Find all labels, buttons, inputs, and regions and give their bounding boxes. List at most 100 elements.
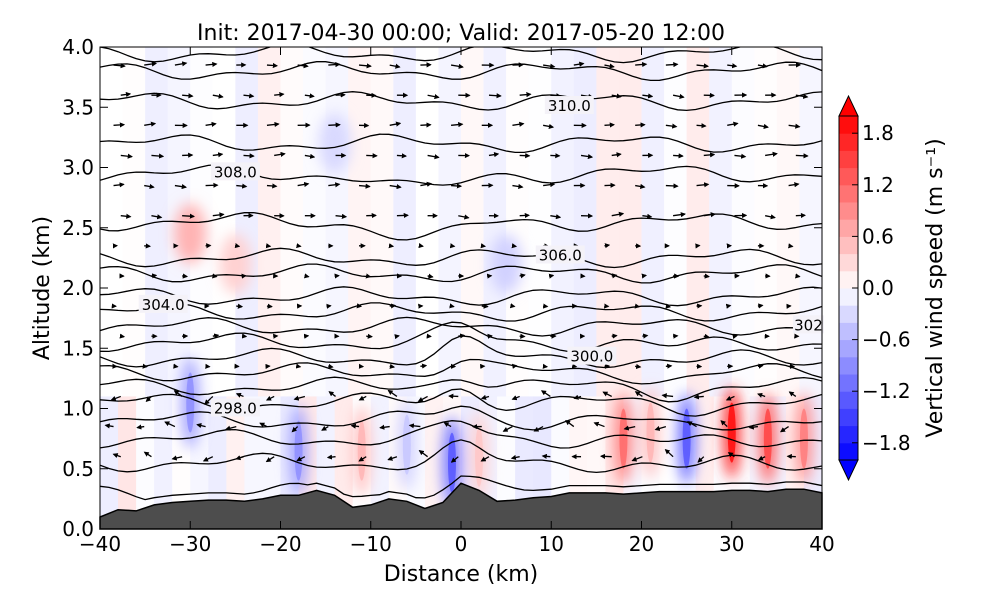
wind-vector xyxy=(350,423,360,429)
vertical-wind-cell xyxy=(219,233,252,294)
wind-vector xyxy=(182,213,196,219)
x-tick-label: 40 xyxy=(809,532,834,556)
wind-vector xyxy=(757,392,766,398)
wind-vector xyxy=(379,424,390,430)
contour-label: 298.0 xyxy=(214,400,257,418)
wind-vector xyxy=(703,152,716,158)
y-axis: 0.0 0.5 1.0 1.5 2.0 2.5 3.0 3.5 4.0 xyxy=(62,35,822,541)
colorbar-segment xyxy=(839,133,858,151)
colorbar-extend-min xyxy=(838,459,859,482)
x-tick-label: −20 xyxy=(259,532,301,556)
wind-vector xyxy=(593,421,605,428)
y-tick-label: 3.5 xyxy=(62,95,94,119)
wind-vector xyxy=(113,63,126,69)
wind-vector xyxy=(328,182,341,188)
wind-vector xyxy=(328,363,334,369)
wind-vector xyxy=(519,273,526,279)
wind-vector xyxy=(788,391,797,397)
wind-vector xyxy=(543,63,556,69)
wind-vector xyxy=(427,273,434,279)
wind-vector xyxy=(540,390,551,397)
wind-vector xyxy=(136,424,145,430)
wind-vector xyxy=(328,391,336,397)
lower-field-band xyxy=(497,396,517,529)
x-tick-label: 30 xyxy=(719,532,744,556)
upper-field-band xyxy=(506,47,530,397)
colorbar-segment xyxy=(839,356,858,375)
wind-vector xyxy=(673,153,684,159)
wind-vector xyxy=(212,212,225,218)
wind-vector xyxy=(725,303,732,309)
wind-vector xyxy=(274,92,285,98)
wind-vector xyxy=(512,121,525,127)
wind-vector xyxy=(110,395,121,401)
wind-vector xyxy=(703,333,710,339)
wind-vector xyxy=(795,273,801,279)
wind-vector xyxy=(243,153,255,159)
y-tick-label: 0.5 xyxy=(62,457,94,481)
colorbar-segment xyxy=(839,184,858,203)
upper-field-band xyxy=(280,47,304,397)
wind-vector xyxy=(696,182,710,188)
wind-vector xyxy=(235,392,244,398)
wind-vector xyxy=(388,243,395,249)
wind-vector xyxy=(703,273,710,279)
wind-vector xyxy=(604,63,615,69)
wind-vector xyxy=(642,93,654,99)
wind-vector xyxy=(420,122,432,128)
wind-vector xyxy=(265,395,275,401)
wind-vector xyxy=(297,181,310,188)
wind-vector xyxy=(693,394,704,400)
upper-field-band xyxy=(257,47,282,397)
wind-vector xyxy=(480,394,490,400)
colorbar-segment xyxy=(839,339,858,358)
contour-label: 310.0 xyxy=(548,97,591,115)
wind-vector xyxy=(565,419,575,428)
x-axis-label: Distance (km) xyxy=(384,562,539,587)
wind-vector xyxy=(234,243,241,249)
contour-label-bg xyxy=(544,96,594,115)
potential-temperature-contours xyxy=(100,47,822,501)
wind-vector xyxy=(104,423,114,429)
colorbar-segment xyxy=(839,270,858,289)
wind-vector xyxy=(212,333,220,339)
wind-vector xyxy=(358,395,367,401)
wind-vector xyxy=(599,453,612,459)
wind-vector xyxy=(765,151,778,157)
colorbar-segment xyxy=(839,253,858,272)
contour-label-bg xyxy=(567,346,617,365)
wind-vector xyxy=(328,122,341,128)
colorbar-segment xyxy=(839,322,858,341)
upper-field-band xyxy=(235,47,259,397)
isentrope-line xyxy=(100,475,822,501)
colorbar-segment xyxy=(839,442,858,461)
colorbar-segment xyxy=(839,288,858,306)
wind-vector xyxy=(480,243,487,249)
wind-vector xyxy=(304,153,316,159)
wind-vector xyxy=(604,243,611,249)
wind-vector xyxy=(182,273,189,279)
wind-vector xyxy=(665,62,679,68)
colorbar-segment xyxy=(839,202,858,220)
colorbar-tick-label: 0.0 xyxy=(862,276,894,300)
wind-vector xyxy=(611,152,622,158)
wind-vector xyxy=(243,93,255,99)
wind-vector xyxy=(665,183,679,189)
wind-vector xyxy=(511,243,518,249)
wind-vector xyxy=(120,153,133,159)
wind-vector xyxy=(274,151,286,157)
wind-vector xyxy=(266,121,280,128)
contour-label-bg xyxy=(535,245,585,264)
vertical-wind-field xyxy=(100,47,822,529)
upper-field-band xyxy=(731,47,756,397)
wind-vector xyxy=(202,456,214,462)
contour-label-bg xyxy=(138,294,188,313)
upper-field-band xyxy=(776,47,801,397)
vertical-wind-core xyxy=(763,408,772,469)
upper-field-band xyxy=(754,47,778,397)
colorbar-segment xyxy=(839,425,858,444)
wind-vector xyxy=(458,214,470,220)
x-tick-label: 0 xyxy=(455,532,468,556)
isentrope-line xyxy=(100,316,822,337)
wind-vector xyxy=(225,425,237,431)
